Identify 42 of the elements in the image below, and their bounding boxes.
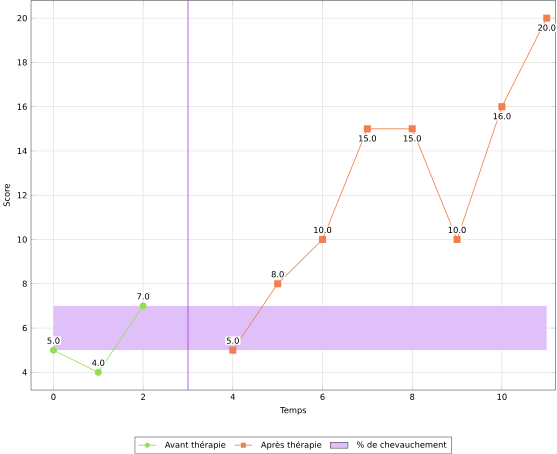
- data-label: 4.0: [92, 360, 104, 366]
- point: [274, 280, 282, 288]
- x-tick-label: 0: [51, 394, 56, 400]
- data-label: 16.0: [494, 113, 511, 120]
- data-label: 5.0: [226, 338, 239, 344]
- point: [364, 125, 371, 133]
- y-tick-label: 16: [18, 104, 27, 110]
- data-label: 8.0: [272, 271, 284, 278]
- x-axis-title: Temps: [280, 407, 306, 415]
- legend-label: Avant thérapie: [164, 441, 226, 450]
- data-label: 7.0: [137, 293, 150, 300]
- x-tick-label: 10: [498, 394, 507, 400]
- data-label: 5.0: [47, 338, 60, 344]
- point: [140, 302, 147, 310]
- x-tick-label: 4: [230, 394, 235, 400]
- x-tick-label: 2: [141, 394, 145, 400]
- point: [454, 236, 461, 244]
- data-label: 15.0: [404, 135, 421, 142]
- point: [229, 346, 236, 354]
- x-tick-label: 6: [320, 394, 325, 400]
- y-tick-label: 8: [22, 280, 27, 288]
- data-label: 10.0: [448, 226, 466, 234]
- point: [408, 125, 416, 133]
- point: [94, 368, 102, 376]
- y-tick-label: 4: [22, 369, 27, 376]
- data-label: 10.0: [314, 226, 332, 234]
- legend-label: Après thérapie: [260, 441, 322, 450]
- y-tick-label: 12: [18, 192, 27, 198]
- y-tick-label: 20: [17, 15, 27, 22]
- x-tick-label: 8: [410, 394, 414, 400]
- point: [498, 103, 506, 110]
- y-tick-label: 18: [18, 59, 27, 66]
- point: [50, 346, 57, 354]
- y-tick-label: 10: [18, 236, 27, 243]
- data-label: 20.0: [538, 24, 556, 31]
- data-label: 15.0: [359, 135, 376, 142]
- y-tick-label: 14: [18, 148, 27, 154]
- point: [318, 236, 326, 244]
- y-tick-label: 6: [22, 325, 27, 332]
- y-axis-title: Score: [3, 184, 10, 206]
- legend-label: % de chevauchement: [356, 441, 446, 448]
- point: [543, 14, 550, 22]
